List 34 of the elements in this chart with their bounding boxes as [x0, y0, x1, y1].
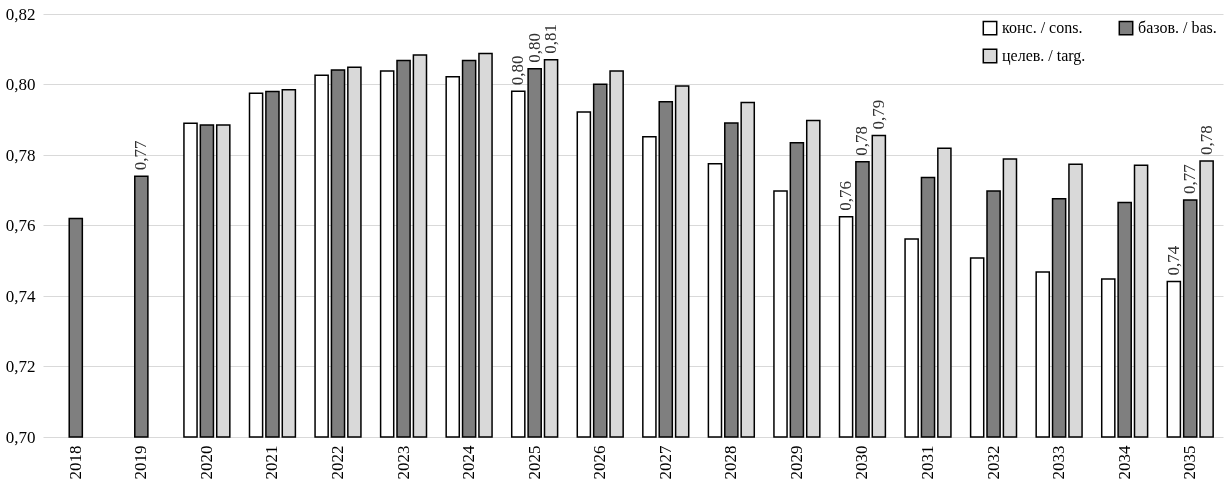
- data-label: 0,78: [1196, 125, 1216, 155]
- x-tick-label: 2020: [196, 445, 216, 480]
- data-label: 0,77: [131, 139, 151, 171]
- y-tick-label: 0,80: [5, 75, 36, 94]
- x-tick-label: 2021: [262, 445, 282, 480]
- x-tick-label: 2030: [852, 445, 872, 480]
- y-tick-label: 0,78: [5, 145, 36, 165]
- y-tick-label: 0,74: [5, 286, 36, 306]
- x-tick-label: 2029: [786, 445, 806, 480]
- y-tick-label: 0,76: [5, 216, 36, 235]
- data-label: 0,76: [836, 180, 856, 211]
- x-tick-label: 2026: [590, 445, 610, 480]
- x-tick-label: 2031: [918, 445, 937, 480]
- x-tick-label: 2027: [655, 445, 675, 480]
- x-tick-label: 2032: [983, 445, 1003, 480]
- data-label: 0,81: [541, 24, 561, 54]
- data-label: 0,74: [1163, 245, 1183, 276]
- x-tick-label: 2024: [459, 445, 479, 480]
- x-tick-label: 2028: [721, 445, 741, 480]
- y-tick-label: 0,82: [5, 4, 36, 24]
- x-tick-label: 2034: [1114, 445, 1134, 480]
- x-tick-label: 2033: [1049, 445, 1069, 480]
- y-tick-label: 0,70: [5, 427, 36, 447]
- y-tick-label: 0,72: [5, 357, 36, 376]
- x-tick-label: 2035: [1180, 445, 1200, 480]
- x-tick-label: 2023: [393, 445, 413, 480]
- legend-label: целев. / targ.: [1002, 47, 1086, 65]
- x-tick-label: 2022: [328, 445, 347, 480]
- data-label: 0,77: [1180, 163, 1200, 195]
- x-tick-label: 2019: [131, 445, 151, 480]
- x-tick-label: 2018: [65, 445, 85, 480]
- legend-label: базов. / bas.: [1138, 19, 1217, 37]
- x-tick-label: 2025: [524, 445, 544, 480]
- legend-label: конс. / cons.: [1002, 19, 1083, 37]
